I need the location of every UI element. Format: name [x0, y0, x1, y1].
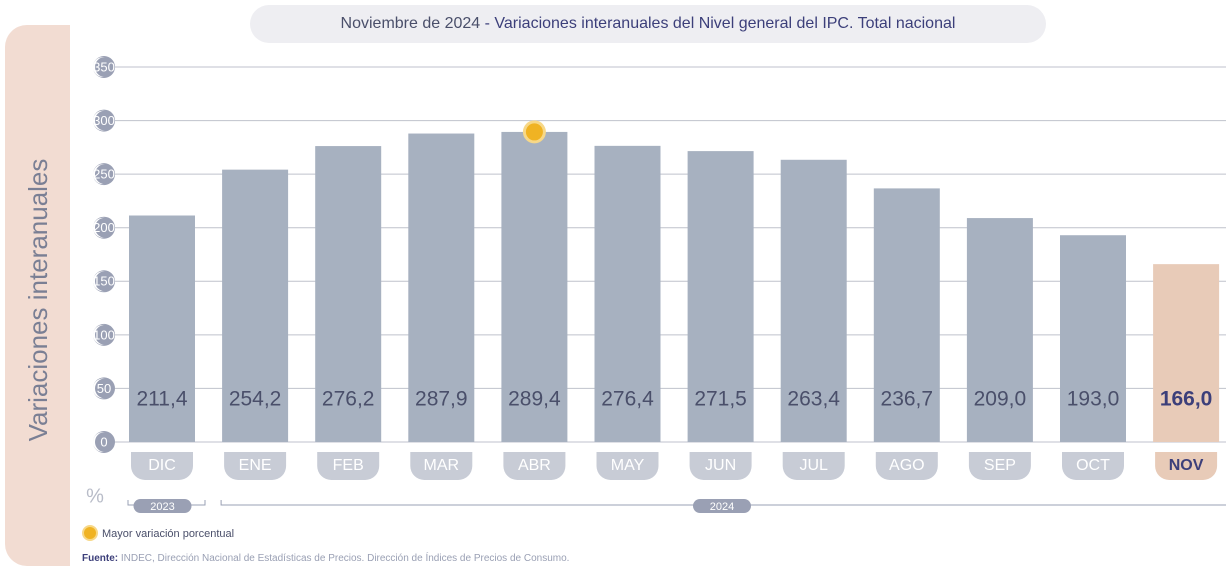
legend-marker: [82, 525, 98, 541]
title-prefix: Noviembre de 2024: [341, 15, 481, 32]
x-tick-label: DIC: [148, 457, 176, 474]
value-label: 193,0: [1067, 388, 1120, 411]
x-tick-label: FEB: [333, 457, 364, 474]
y-tick-label: 200: [93, 220, 115, 235]
year-label: 2024: [710, 501, 734, 513]
chart-title: Noviembre de 2024 - Variaciones interanu…: [341, 15, 956, 32]
year-bracket: [220, 500, 1226, 506]
year-pill: [133, 499, 192, 513]
value-label: 209,0: [974, 388, 1027, 411]
max-marker: [522, 120, 546, 144]
value-label: 211,4: [137, 388, 188, 411]
value-label: 271,5: [694, 388, 747, 411]
y-tick-bubble: [93, 163, 115, 186]
legend-label: Mayor variación porcentual: [102, 528, 234, 540]
y-tick-bubble: [93, 109, 115, 132]
value-label: 289,4: [508, 388, 561, 411]
bar: [1153, 264, 1220, 442]
y-tick-bubble: [93, 431, 115, 453]
y-unit: %: [86, 485, 104, 507]
y-tick-label: 50: [97, 381, 111, 396]
value-label: 166,0: [1160, 388, 1213, 411]
y-tick-label: 0: [100, 434, 107, 449]
x-tick-label: SEP: [984, 457, 1016, 474]
bar: [1060, 235, 1126, 442]
bar: [408, 133, 475, 443]
value-label: 276,2: [322, 388, 375, 411]
title-main: - Variaciones interanuales del Nivel gen…: [485, 15, 956, 32]
x-tick-pill: [596, 452, 659, 480]
bar: [501, 131, 568, 442]
x-tick-label: MAR: [424, 457, 460, 474]
y-tick-label: 250: [93, 167, 115, 182]
x-tick-label: JUL: [799, 457, 828, 474]
y-tick-label: 300: [93, 113, 115, 128]
x-tick-label: NOV: [1169, 457, 1204, 474]
y-tick-bubble: [93, 377, 115, 400]
x-tick-pill: [131, 452, 193, 480]
x-tick-pill: [317, 452, 380, 480]
x-tick-label: OCT: [1076, 457, 1110, 474]
y-tick-bubble: [93, 216, 115, 239]
y-tick-label: 350: [93, 59, 115, 74]
y-tick-label: 100: [93, 327, 115, 342]
bar: [873, 188, 940, 442]
x-tick-pill: [503, 452, 566, 480]
value-label: 236,7: [881, 388, 934, 411]
source-label: Fuente:: [82, 553, 118, 564]
bar: [966, 218, 1033, 442]
x-tick-pill: [689, 452, 752, 480]
value-label: 276,4: [601, 388, 654, 411]
x-tick-label: JUN: [705, 457, 736, 474]
x-tick-pill: [1155, 452, 1218, 480]
source: Fuente: INDEC, Dirección Nacional de Est…: [82, 551, 569, 564]
x-tick-pill: [410, 452, 473, 480]
y-tick-bubble: [93, 323, 115, 346]
bar: [129, 215, 195, 442]
bar: [780, 159, 847, 443]
bar: [594, 145, 661, 442]
year-label: 2023: [150, 501, 174, 513]
year-pill: [693, 499, 751, 513]
value-label: 263,4: [787, 388, 840, 411]
x-tick-pill: [224, 452, 287, 480]
y-axis-label: Variaciones interanuales: [23, 159, 53, 442]
value-label: 254,2: [229, 388, 282, 411]
y-tick-label: 150: [93, 274, 115, 289]
y-tick-bubble: [93, 56, 115, 78]
bar: [687, 151, 754, 442]
x-tick-label: MAY: [611, 457, 645, 474]
x-tick-pill: [1062, 452, 1124, 480]
x-tick-pill: [782, 452, 845, 480]
x-tick-label: AGO: [889, 457, 925, 474]
bar: [222, 169, 289, 442]
title-pill: [250, 5, 1046, 43]
x-tick-label: ENE: [239, 457, 272, 474]
source-text: INDEC, Dirección Nacional de Estadística…: [121, 551, 570, 564]
y-tick-bubble: [93, 270, 115, 293]
x-tick-label: ABR: [518, 457, 551, 474]
x-tick-pill: [875, 452, 938, 480]
bar: [315, 146, 382, 443]
x-tick-pill: [968, 452, 1031, 480]
value-label: 287,9: [415, 388, 468, 411]
